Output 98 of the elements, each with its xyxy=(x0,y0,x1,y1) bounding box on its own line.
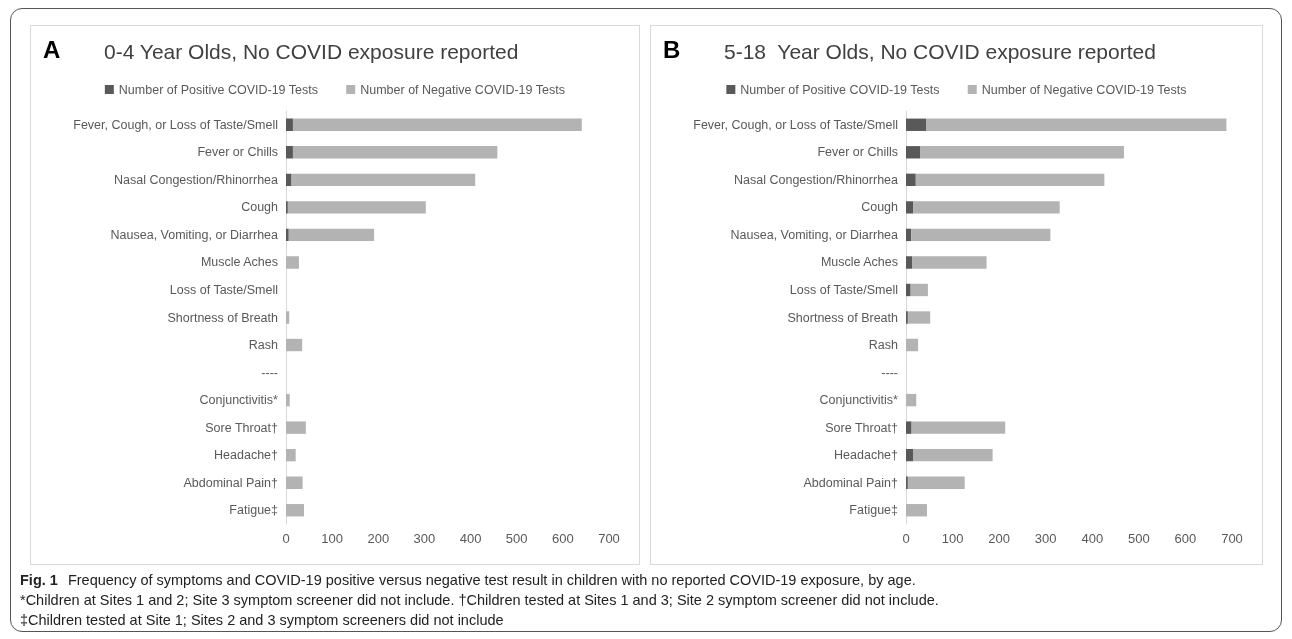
bar xyxy=(907,311,931,324)
y-tick-label: Fatigue‡ xyxy=(849,503,899,518)
bar xyxy=(906,338,919,352)
x-tick-label: 0 xyxy=(282,531,290,546)
legend-label: Number of Positive COVID-19 Tests xyxy=(740,82,940,97)
bar xyxy=(911,228,1051,242)
bar xyxy=(286,173,292,187)
text: Frequency of symptoms and COVID-19 positive versus negative test result in children with no reported COVID-19 exposure, by age. xyxy=(67,572,916,588)
bar xyxy=(912,256,987,269)
bar xyxy=(913,201,1060,214)
y-tick-label: Sore Throat† xyxy=(825,420,899,435)
y-tick-label: Rash xyxy=(868,338,899,353)
y-tick-label: Cough xyxy=(241,200,279,215)
bar xyxy=(906,146,921,159)
bar xyxy=(907,476,965,489)
text: ‡Children tested at Site 1; Sites 2 and 3 symptom screeners did not include xyxy=(20,612,504,628)
bar xyxy=(906,448,914,462)
bar xyxy=(286,421,306,434)
y-tick-label: Shortness of Breath xyxy=(167,310,279,325)
bar xyxy=(915,173,1105,187)
bar xyxy=(906,256,913,269)
y-tick-label: Muscle Aches xyxy=(820,255,898,270)
y-tick-label: Nasal Congestion/Rhinorrhea xyxy=(114,172,279,187)
y-tick-label: Muscle Aches xyxy=(200,255,278,270)
bar xyxy=(906,421,912,434)
y-tick-label: Nasal Congestion/Rhinorrhea xyxy=(734,172,899,187)
text: A xyxy=(43,36,61,64)
legend-label: Number of Negative COVID-19 Tests xyxy=(981,82,1187,97)
bar xyxy=(286,338,303,352)
bar xyxy=(286,393,290,407)
x-tick-label: 0 xyxy=(902,531,910,546)
x-tick-label: 500 xyxy=(1128,531,1150,546)
bar xyxy=(286,448,296,462)
caption: Fig. 1 xyxy=(20,572,58,588)
y-tick-label: Fever, Cough, or Loss of Taste/Smell xyxy=(73,117,278,132)
x-tick-label: 400 xyxy=(459,531,482,546)
x-tick-label: 500 xyxy=(505,531,528,546)
bar xyxy=(286,228,289,242)
x-tick-label: 200 xyxy=(367,531,390,546)
bar xyxy=(286,504,304,517)
bar xyxy=(286,146,293,159)
y-tick-label: Nausea, Vomiting, or Diarrhea xyxy=(110,227,279,242)
bar xyxy=(906,118,927,131)
x-tick-label: 300 xyxy=(1034,531,1057,546)
bar xyxy=(910,283,928,297)
bar xyxy=(906,173,916,187)
x-tick-label: 300 xyxy=(413,531,436,546)
text: B xyxy=(663,36,681,64)
y-tick-label: Headache† xyxy=(214,448,279,463)
bar xyxy=(286,256,299,269)
bar xyxy=(906,201,914,214)
bar xyxy=(292,118,582,131)
y-tick-label: Conjunctivitis* xyxy=(199,393,279,408)
bar xyxy=(291,173,476,187)
bar xyxy=(287,201,426,214)
x-tick-label: 600 xyxy=(552,531,574,546)
chart-title: 5-18 Year Olds, No COVID exposure reported xyxy=(724,40,1156,63)
bar xyxy=(286,476,303,489)
y-tick-label: Fever, Cough, or Loss of Taste/Smell xyxy=(693,117,898,132)
bar xyxy=(292,146,498,159)
y-tick-label: Fatigue‡ xyxy=(229,503,279,518)
legend-label: Number of Negative COVID-19 Tests xyxy=(360,82,565,97)
text: *Children at Sites 1 and 2; Site 3 symptom screener did not include. †Children tested at Sites 1 and 3; Site 2 symptom screener did not include. xyxy=(20,592,939,608)
y-tick-label: Fever or Chills xyxy=(197,145,278,160)
bar xyxy=(906,504,927,517)
bar xyxy=(913,448,993,462)
bar xyxy=(906,228,912,242)
x-tick-label: 200 xyxy=(988,531,1010,546)
bar xyxy=(906,393,917,407)
y-tick-label: Conjunctivitis* xyxy=(819,393,899,408)
y-tick-label: ---- xyxy=(261,365,278,380)
y-tick-label: Loss of Taste/Smell xyxy=(169,282,278,297)
x-tick-label: 600 xyxy=(1174,531,1197,546)
y-tick-label: Shortness of Breath xyxy=(787,310,899,325)
y-tick-label: Abdominal Pain† xyxy=(803,475,899,490)
y-tick-label: Fever or Chills xyxy=(817,145,898,160)
bar xyxy=(911,421,1006,434)
y-tick-label: Nausea, Vomiting, or Diarrhea xyxy=(730,227,899,242)
x-tick-label: 100 xyxy=(321,531,343,546)
x-tick-label: 700 xyxy=(1221,531,1243,546)
y-tick-label: Loss of Taste/Smell xyxy=(789,282,898,297)
bar xyxy=(286,311,290,324)
y-tick-label: Abdominal Pain† xyxy=(183,475,279,490)
bar xyxy=(926,118,1227,131)
bar xyxy=(906,283,911,297)
legend-label: Number of Positive COVID-19 Tests xyxy=(118,82,318,97)
bar xyxy=(288,228,375,242)
chart-title: 0-4 Year Olds, No COVID exposure reported xyxy=(104,40,519,63)
y-tick-label: Rash xyxy=(248,338,279,353)
bar xyxy=(920,146,1124,159)
bar xyxy=(286,118,293,131)
x-tick-label: 100 xyxy=(941,531,964,546)
x-tick-label: 400 xyxy=(1081,531,1104,546)
x-tick-label: 700 xyxy=(598,531,620,546)
y-tick-label: Sore Throat† xyxy=(205,420,279,435)
y-tick-label: Headache† xyxy=(834,448,899,463)
y-tick-label: ---- xyxy=(881,365,898,380)
y-tick-label: Cough xyxy=(861,200,899,215)
